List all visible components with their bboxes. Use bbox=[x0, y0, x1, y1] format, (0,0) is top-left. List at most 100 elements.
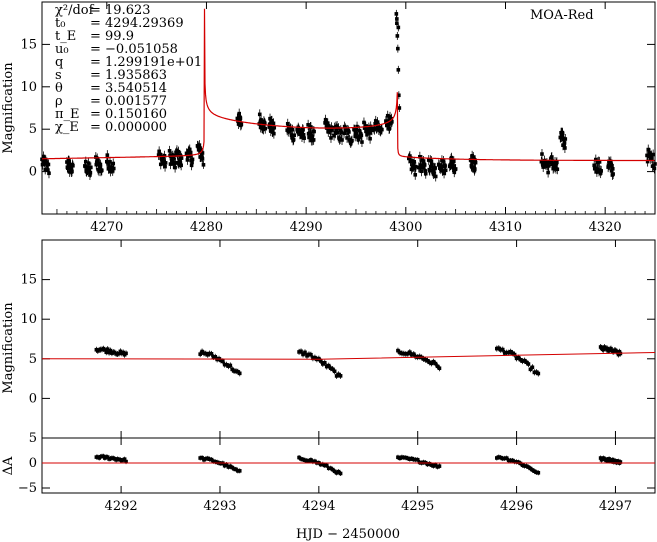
p1-data-point bbox=[332, 133, 336, 138]
p2-data-point bbox=[404, 352, 408, 356]
p1-data-point bbox=[289, 133, 294, 138]
p1-data-point bbox=[188, 150, 193, 155]
p3-data-point bbox=[598, 456, 603, 460]
p1-data-point bbox=[450, 158, 454, 163]
p1-data-point bbox=[546, 170, 550, 175]
p2-data-point bbox=[437, 366, 442, 371]
p3-data-point bbox=[209, 457, 214, 462]
p1-data-point bbox=[261, 127, 266, 132]
p2-data-point bbox=[510, 351, 515, 355]
p1-data-point bbox=[176, 149, 181, 154]
p3-data-point bbox=[122, 457, 127, 461]
p1-data-point bbox=[449, 155, 454, 160]
p1-data-point bbox=[161, 156, 165, 160]
p2-data-point bbox=[512, 352, 517, 357]
p2-data-point bbox=[307, 352, 311, 357]
p1-data-point bbox=[41, 154, 46, 159]
p2-data-point bbox=[498, 348, 503, 352]
p1-data-point bbox=[329, 136, 333, 140]
p2-data-point bbox=[334, 374, 339, 378]
p1-data-point bbox=[356, 137, 361, 142]
p2-data-point bbox=[421, 357, 426, 361]
p3-data-point bbox=[606, 459, 610, 463]
panel1-frame bbox=[41, 1, 656, 215]
p2-data-point bbox=[219, 358, 223, 363]
p3-data-point bbox=[313, 459, 317, 464]
p1-data-point bbox=[106, 160, 110, 165]
p3-data-point bbox=[504, 456, 509, 460]
p3-data-point bbox=[406, 456, 410, 461]
p1-data-point bbox=[110, 169, 115, 173]
p1-data-point bbox=[271, 121, 276, 126]
p1-data-point bbox=[442, 171, 446, 176]
p3-data-point bbox=[326, 466, 331, 471]
p1-data-point bbox=[338, 128, 343, 132]
param-name: t_E bbox=[55, 29, 76, 44]
p1-data-point bbox=[549, 155, 554, 159]
p1-data-point bbox=[562, 141, 567, 145]
p1-data-point bbox=[272, 125, 277, 130]
p2-data-point bbox=[200, 349, 204, 354]
p1-data-point bbox=[390, 120, 394, 124]
p2-data-point bbox=[429, 361, 434, 366]
p3-data-point bbox=[305, 458, 309, 463]
p1-data-point bbox=[540, 152, 544, 156]
p3-data-point bbox=[611, 457, 615, 462]
p1-data-point bbox=[335, 130, 340, 135]
p2-data-point bbox=[532, 370, 537, 375]
p1-data-point bbox=[259, 121, 264, 126]
p1-data-point bbox=[443, 168, 448, 173]
p1-data-point bbox=[299, 130, 304, 135]
p1-data-point bbox=[448, 163, 453, 167]
p3-data-point bbox=[205, 456, 210, 461]
p1-data-point bbox=[652, 166, 657, 171]
p1-data-point bbox=[178, 161, 183, 165]
p2-data-point bbox=[427, 360, 432, 365]
param-value: = 0.000000 bbox=[90, 120, 167, 135]
p3-data-point bbox=[334, 471, 339, 475]
p1-data-point bbox=[362, 120, 366, 125]
p3-data-point bbox=[324, 463, 329, 468]
panel-zoom-lightcurve: 0 5 10 15 Magnification bbox=[1, 239, 656, 439]
p3-data-point bbox=[207, 457, 212, 461]
p1-data-point bbox=[86, 161, 91, 165]
p1-data-point bbox=[539, 159, 544, 164]
p3-data-point bbox=[431, 464, 436, 468]
p1-data-point bbox=[396, 68, 401, 72]
p3-data-point bbox=[427, 461, 432, 466]
p1-data-point bbox=[272, 131, 276, 136]
p3-data-point bbox=[330, 467, 335, 472]
p2-ytick-label: 0 bbox=[29, 391, 37, 406]
p3-data-point bbox=[437, 464, 442, 468]
p3-data-point bbox=[415, 457, 420, 462]
p3-data-point bbox=[309, 458, 313, 462]
p1-data-point bbox=[108, 160, 112, 164]
p1-data-point bbox=[395, 21, 399, 25]
p1-data-point bbox=[560, 131, 565, 136]
p1-data-point bbox=[163, 161, 168, 165]
p2-data-point bbox=[322, 361, 327, 365]
p2-data-point bbox=[103, 348, 107, 352]
p1-data-point bbox=[66, 166, 70, 171]
p2-data-point bbox=[398, 350, 402, 355]
p1-data-point bbox=[290, 127, 295, 132]
p2-data-point bbox=[105, 347, 110, 351]
p2-data-point bbox=[205, 352, 210, 357]
p1-data-point bbox=[423, 171, 428, 176]
p2-data-point bbox=[301, 352, 305, 357]
p2-data-point bbox=[435, 364, 440, 369]
p1-data-point bbox=[366, 128, 371, 132]
p1-data-point bbox=[190, 157, 195, 162]
param-name: π_E bbox=[55, 107, 80, 122]
p2-data-point bbox=[207, 351, 212, 356]
p1-data-point bbox=[650, 156, 654, 161]
p2-data-point bbox=[297, 350, 301, 354]
p1-data-point bbox=[185, 158, 190, 162]
p2-ytick-label: 10 bbox=[20, 312, 37, 327]
p1-data-point bbox=[89, 165, 93, 170]
p2-data-point bbox=[500, 347, 505, 352]
p2-data-point bbox=[534, 370, 539, 374]
p3-data-point bbox=[522, 464, 527, 468]
p2-data-point bbox=[204, 351, 208, 356]
p1-data-point bbox=[396, 25, 401, 30]
